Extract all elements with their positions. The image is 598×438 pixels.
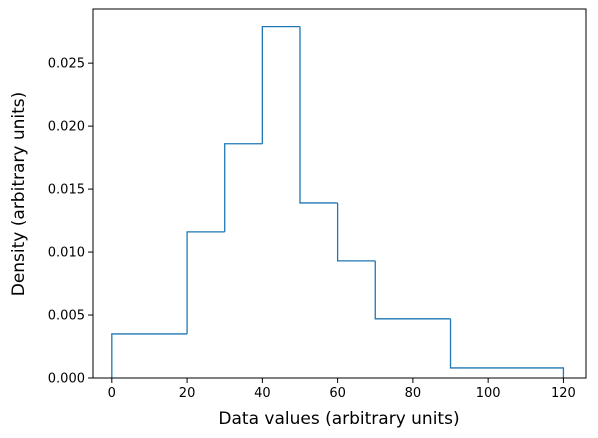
x-tick-label: 60 (329, 386, 346, 401)
x-tick-label: 80 (405, 386, 422, 401)
y-axis-ticks: 0.000 0.005 0.010 0.015 0.020 0.025 (48, 57, 93, 387)
x-axis-ticks: 0 20 40 60 80 100 120 (108, 378, 576, 401)
y-axis-label: Density (arbitrary units) (9, 92, 29, 297)
histogram-bin (261, 25, 300, 144)
histogram-bin (111, 333, 188, 378)
x-tick-label: 40 (254, 386, 271, 401)
histogram-bin (449, 318, 565, 378)
x-tick-label: 0 (108, 386, 116, 401)
y-tick-label: 0.005 (48, 309, 85, 324)
y-tick-label: 0.015 (48, 183, 85, 198)
x-tick-label: 20 (179, 386, 196, 401)
histogram-bin (299, 26, 338, 204)
y-tick-label: 0.010 (48, 246, 85, 261)
axes-frame (92, 8, 587, 379)
x-tick-label: 100 (476, 386, 501, 401)
y-tick-label: 0.000 (48, 372, 85, 387)
histogram-bin (186, 231, 225, 334)
x-axis-label: Data values (arbitrary units) (218, 409, 459, 429)
histogram-bin (374, 260, 451, 320)
x-tick-label: 120 (551, 386, 576, 401)
histogram-bin (224, 143, 263, 232)
y-tick-label: 0.025 (48, 57, 85, 72)
histogram-bin (336, 202, 376, 262)
plot-area (92, 8, 587, 379)
y-tick-label: 0.020 (48, 120, 85, 135)
